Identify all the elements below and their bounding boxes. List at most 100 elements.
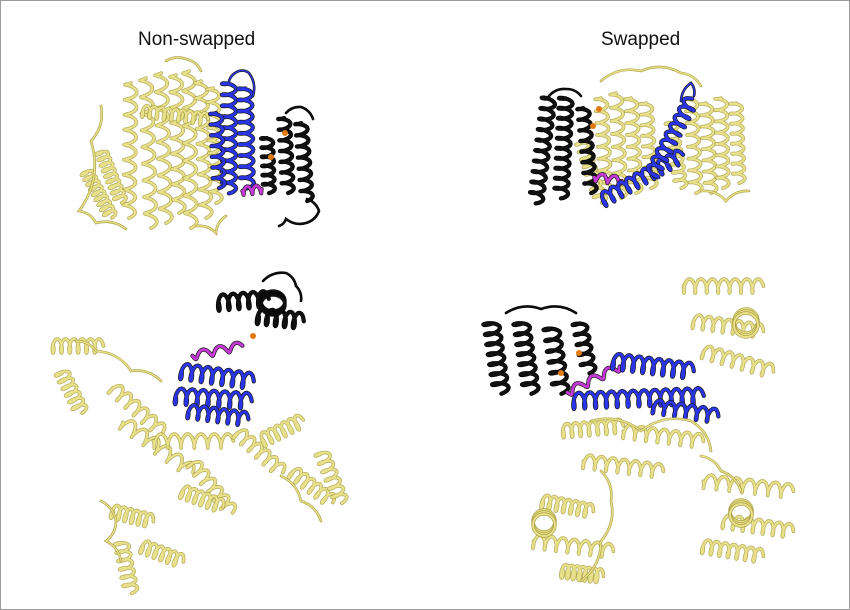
black-helix [482,321,510,396]
scaffold-helix [152,432,235,450]
scaffold-helix [682,277,765,295]
scaffold-loop [100,500,122,562]
non-swapped-side-view [76,56,321,236]
blue-helix [600,149,685,208]
orange-residue [558,370,564,376]
title-non-swapped: Non-swapped [138,29,256,50]
black-loop [278,198,320,227]
black-helix [512,321,540,396]
scaffold-loop [165,56,202,72]
magenta-linker [241,184,263,197]
non-swapped-top-view [50,271,349,596]
scaffold-helix [721,514,795,538]
scaffold-helix [287,467,336,504]
scaffold-helix [169,74,186,215]
scaffold-loop [75,340,162,382]
scaffold-helix [182,70,198,230]
scaffold-helix [113,541,139,595]
black-helix [528,96,557,205]
black-helix [553,96,574,200]
scaffold-helix [714,97,730,190]
scaffold-loop [195,215,227,235]
scaffold-helix [314,451,348,505]
scaffold-helix [154,72,173,225]
scaffold-helix [109,504,155,528]
black-helix [259,136,277,195]
scaffold-helix [699,102,718,195]
scaffold-loop-outline [194,214,228,236]
scaffold-helix [539,494,595,518]
blue-helix [185,403,250,427]
black-helix [571,322,597,375]
scaffold-helix [232,429,286,474]
scaffold-helix [700,539,765,563]
scaffold-helix [691,314,765,338]
scaffold-helix [609,92,628,200]
orange-residue [250,333,256,339]
scaffold-helix [80,169,117,219]
orange-residue [590,123,596,129]
black-ring [260,294,287,316]
orange-residue [576,350,582,356]
black-loop [285,106,314,120]
blue-helix [173,387,254,410]
orange-residue [282,130,288,136]
black-loop [262,272,302,302]
swapped-side-view [527,65,751,209]
scaffold-helix [594,97,613,195]
blue-helix [178,362,256,390]
scaffold-helix [559,563,605,584]
scaffold-ring [729,503,754,527]
black-loop [548,88,582,97]
swapped-top-view [481,277,796,585]
scaffold-ring [733,312,760,338]
scaffold-loop-outline [599,65,703,88]
blue-helix [651,398,720,424]
scaffold-helix [178,485,225,512]
blue-helix [236,87,256,190]
scaffold-helix [561,418,625,439]
scaffold-loop [590,418,712,452]
scaffold-helix [138,540,185,567]
scaffold-helix [140,104,210,126]
scaffold-helix [260,414,305,448]
scaffold-loop [580,470,613,582]
scaffold-loop-outline [579,469,614,583]
blue-helix [571,386,706,411]
black-loop [505,305,577,314]
scaffold-loop [700,455,742,492]
blue-helix [208,111,227,190]
scaffold-loop-outline [699,454,743,493]
scaffold-helix [700,345,775,377]
scaffold-loop [77,105,127,230]
scaffold-helix [531,534,615,558]
scaffold-helix [118,419,195,474]
scaffold-helix [94,150,128,204]
blue-loop [228,69,255,97]
scaffold-helix [729,102,746,185]
scaffold-helix [702,474,795,498]
scaffold-helix [684,97,703,195]
scaffold-loop-outline [74,339,163,383]
blue-helix [610,352,696,380]
title-swapped: Swapped [601,29,681,50]
scaffold-helix [51,337,105,355]
scaffold-helix [122,82,138,220]
blue-helix [646,96,696,179]
blue-loop [680,82,696,102]
black-helix [293,121,315,203]
black-helix [542,327,570,396]
orange-residue [596,106,602,112]
scaffold-helix [581,454,665,478]
scaffold-helix [54,370,88,415]
scaffold-helix [107,384,166,434]
scaffold-loop [700,190,750,203]
scaffold-helix [186,460,237,514]
orange-residue [268,154,274,160]
scaffold-loop [600,66,702,87]
scaffold-ring [532,513,557,537]
scaffold-helix [639,102,658,190]
scaffold-loop [280,475,322,522]
magenta-linker [191,341,244,361]
